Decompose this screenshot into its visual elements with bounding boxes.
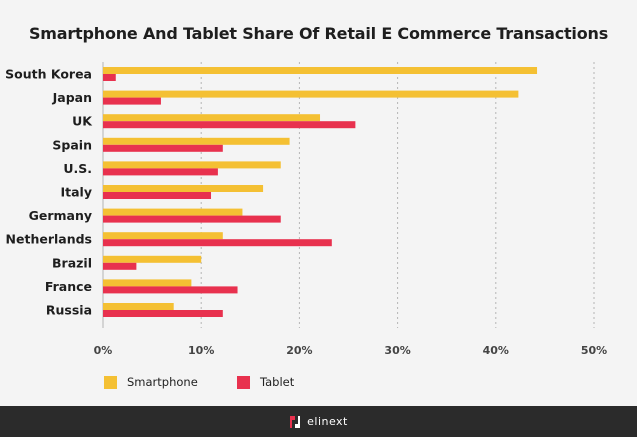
bar-tablet bbox=[103, 286, 238, 294]
bar-tablet bbox=[103, 168, 218, 176]
legend-label-smartphone: Smartphone bbox=[127, 375, 198, 389]
category-label: Russia bbox=[46, 303, 92, 318]
x-tick-label: 50% bbox=[581, 344, 607, 357]
bar-smartphone bbox=[103, 90, 519, 98]
bar-smartphone bbox=[103, 67, 538, 74]
bar-smartphone bbox=[103, 255, 202, 263]
legend-item-smartphone: Smartphone bbox=[104, 375, 198, 389]
x-tick-label: 20% bbox=[286, 344, 312, 357]
brand-name: elinext bbox=[307, 415, 348, 428]
category-label: Brazil bbox=[52, 255, 92, 270]
brand-logo: elinext bbox=[289, 414, 348, 430]
bar-tablet bbox=[103, 239, 332, 247]
bar-smartphone bbox=[103, 208, 243, 216]
category-label: U.S. bbox=[63, 161, 92, 176]
bar-smartphone bbox=[103, 137, 290, 145]
category-label: Japan bbox=[52, 90, 92, 105]
bar-tablet bbox=[103, 97, 161, 105]
chart-title: Smartphone And Tablet Share Of Retail E … bbox=[28, 24, 609, 43]
legend-item-tablet: Tablet bbox=[237, 375, 294, 389]
bar-tablet bbox=[103, 262, 137, 270]
bar-smartphone bbox=[103, 114, 321, 122]
x-tick-label: 10% bbox=[188, 344, 214, 357]
bar-smartphone bbox=[103, 232, 223, 240]
category-label: UK bbox=[72, 114, 93, 129]
bar-smartphone bbox=[103, 303, 174, 310]
category-label: Italy bbox=[61, 185, 93, 200]
category-label: Netherlands bbox=[6, 232, 92, 247]
x-tick-label: 30% bbox=[384, 344, 410, 357]
bar-tablet bbox=[103, 74, 116, 81]
bar-tablet bbox=[103, 192, 212, 199]
bar-tablet bbox=[103, 144, 223, 152]
bar-tablet bbox=[103, 215, 281, 223]
category-label: Germany bbox=[29, 208, 92, 223]
x-tick-label: 0% bbox=[94, 344, 113, 357]
legend-swatch-tablet bbox=[237, 375, 250, 389]
bar-tablet bbox=[103, 310, 223, 317]
category-label: France bbox=[45, 279, 92, 294]
legend-label-tablet: Tablet bbox=[260, 375, 295, 389]
elinext-logo-icon bbox=[290, 415, 301, 428]
bar-smartphone bbox=[103, 161, 281, 169]
bar-tablet bbox=[103, 121, 356, 129]
bar-chart: 0% 10% 20% 30% 40% 50% South Korea Japan UK Spain… bbox=[5, 62, 607, 357]
legend-swatch-smartphone bbox=[104, 375, 117, 389]
category-label: South Korea bbox=[5, 67, 92, 82]
footer-bar: elinext bbox=[0, 406, 637, 437]
x-tick-label: 40% bbox=[483, 344, 509, 357]
category-label: Spain bbox=[52, 137, 92, 152]
bar-smartphone bbox=[103, 279, 192, 287]
bar-smartphone bbox=[103, 185, 264, 192]
